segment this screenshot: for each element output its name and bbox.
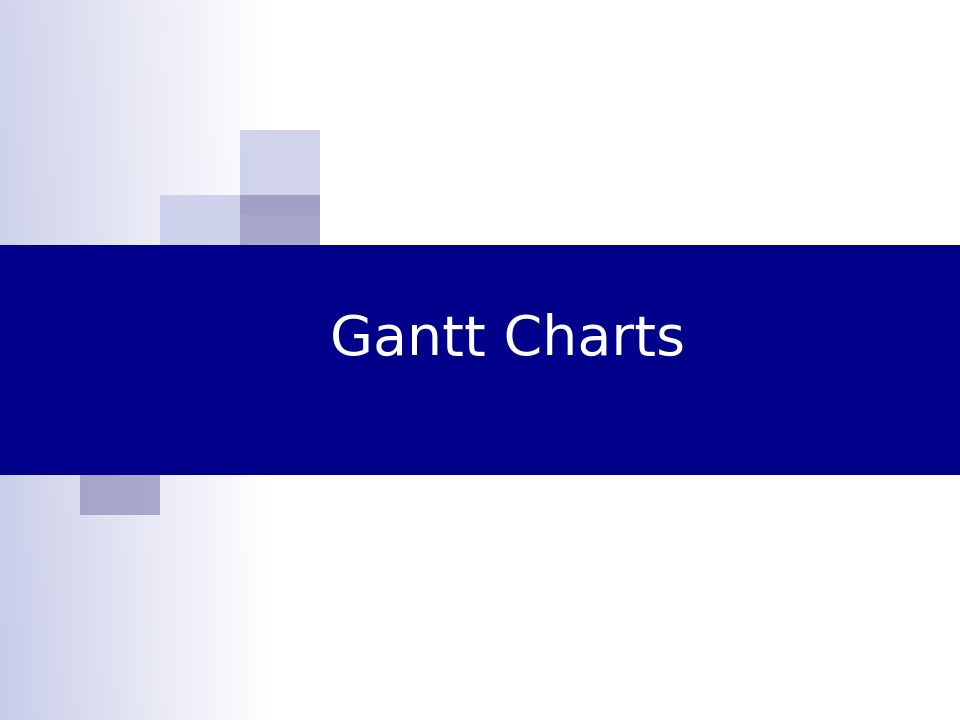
Bar: [240, 260, 320, 345]
Bar: [240, 130, 320, 215]
Text: Gantt Charts: Gantt Charts: [330, 313, 685, 367]
Bar: [0, 245, 960, 475]
Bar: [80, 345, 160, 430]
Bar: [160, 195, 240, 280]
Bar: [160, 345, 240, 430]
Bar: [160, 260, 240, 345]
Bar: [240, 195, 320, 280]
Bar: [80, 260, 160, 345]
Bar: [80, 430, 160, 515]
